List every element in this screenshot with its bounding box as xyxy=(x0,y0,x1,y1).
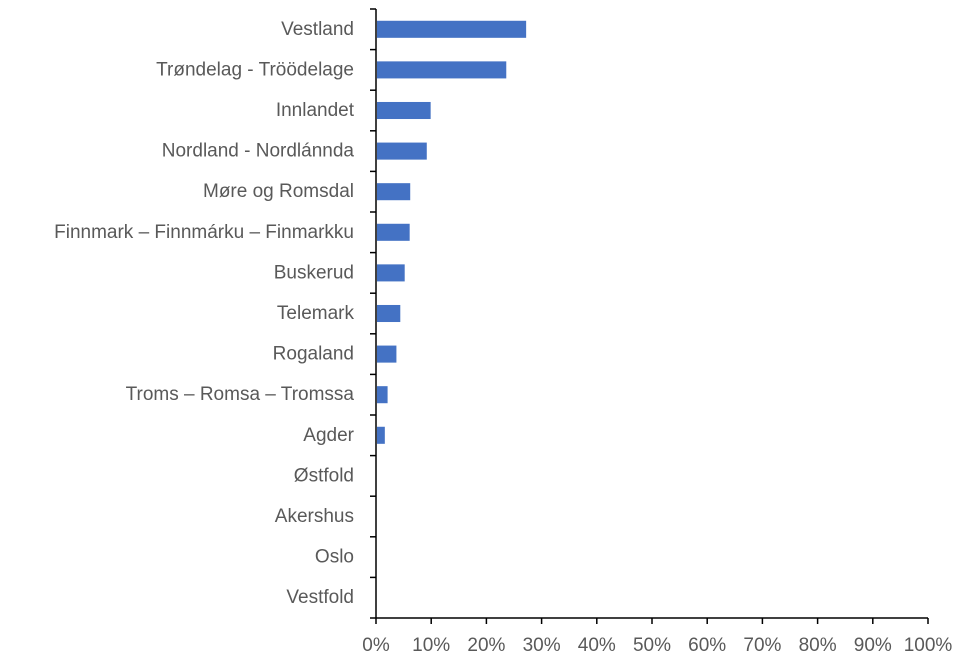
category-label: Rogaland xyxy=(273,344,354,365)
x-tick-label: 0% xyxy=(362,635,390,656)
x-tick-label: 30% xyxy=(523,635,561,656)
axes-layer xyxy=(370,8,929,624)
category-label: Vestland xyxy=(281,19,354,40)
category-label: Oslo xyxy=(315,547,354,568)
category-label: Telemark xyxy=(277,303,355,324)
bar xyxy=(377,101,431,120)
bar xyxy=(377,20,527,38)
bar xyxy=(377,345,397,363)
bar xyxy=(377,183,411,201)
category-label: Østfold xyxy=(294,465,354,486)
x-tick-label: 80% xyxy=(799,635,837,656)
bar xyxy=(377,61,507,79)
x-tick-label: 50% xyxy=(633,635,671,656)
x-tick-label: 20% xyxy=(467,635,505,656)
category-label: Innlandet xyxy=(276,100,355,121)
bar xyxy=(377,142,427,160)
x-tick-label: 70% xyxy=(743,635,781,656)
category-label: Trøndelag - Tröödelage xyxy=(156,59,354,80)
labels-layer: Vestland Trøndelag - Tröödelage Innlandet N… xyxy=(54,19,952,656)
category-label: Troms – Romsa – Tromssa xyxy=(126,384,355,405)
category-label: Finnmark – Finnmárku – Finmarkku xyxy=(54,222,354,243)
category-label: Agder xyxy=(303,425,354,446)
bar xyxy=(377,264,405,282)
x-tick-label: 10% xyxy=(412,635,450,656)
x-tick-label: 60% xyxy=(688,635,726,656)
bar xyxy=(377,426,385,444)
category-label: Vestfold xyxy=(286,587,354,608)
category-label: Nordland - Nordlánnda xyxy=(162,141,355,162)
bar xyxy=(377,386,388,404)
bar xyxy=(377,304,401,323)
x-tick-label: 100% xyxy=(904,635,953,656)
category-label: Møre og Romsdal xyxy=(203,181,354,202)
bar xyxy=(377,223,410,241)
bars-layer xyxy=(377,20,527,444)
x-tick-label: 40% xyxy=(578,635,616,656)
category-label: Buskerud xyxy=(274,262,354,283)
x-tick-label: 90% xyxy=(854,635,892,656)
category-label: Akershus xyxy=(275,506,354,527)
